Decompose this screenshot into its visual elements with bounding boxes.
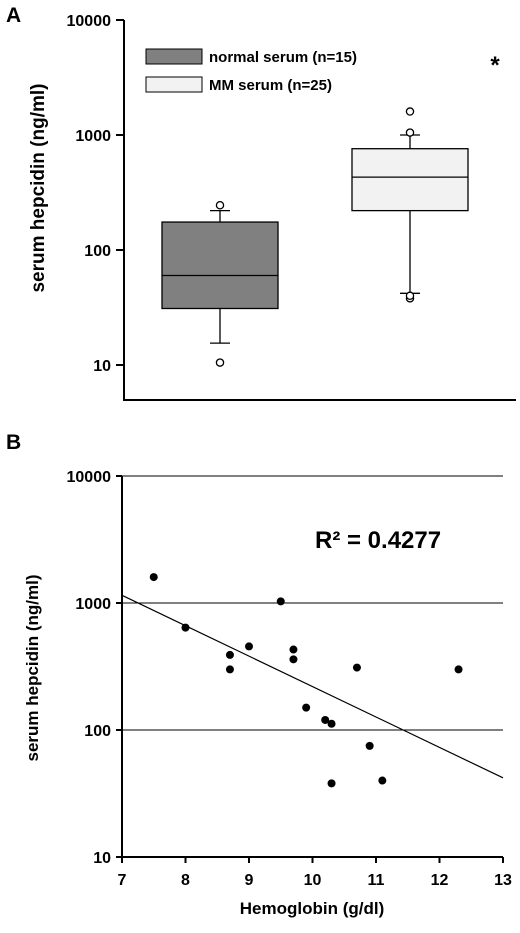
x-tick-label-b: 10	[304, 872, 322, 889]
outlier-point	[215, 358, 225, 367]
x-tick-label-b: 7	[118, 872, 127, 889]
outlier-point	[405, 291, 415, 301]
scatter-point	[149, 573, 158, 582]
x-ticks-b: 7 8 9 10 11 12 13	[118, 857, 512, 889]
scatter-point	[327, 719, 336, 728]
box-iqr	[161, 221, 279, 310]
scatter-point	[245, 642, 253, 651]
y-tick-label-a: 10000	[67, 13, 112, 30]
legend-label-normal: normal serum (n=15)	[209, 49, 357, 66]
scatter-point	[352, 663, 361, 672]
y-tick-label-b: 100	[84, 723, 111, 740]
y-tick-label-b: 10	[93, 850, 111, 867]
scatter-point	[289, 645, 298, 654]
scatter-point	[321, 715, 330, 724]
y-tick-label-b: 10000	[67, 469, 112, 486]
box-group-1	[351, 107, 469, 303]
panel-b: B serum hepcidin (ng/ml) 10100100010000 …	[6, 431, 512, 918]
scatter-point	[225, 650, 234, 659]
box-iqr	[351, 148, 469, 212]
regression-line	[121, 594, 504, 779]
y-tick-label-b: 1000	[75, 596, 111, 613]
y-tick-label-a: 100	[84, 243, 111, 260]
x-tick-label-b: 9	[245, 872, 254, 889]
x-axis-label-b: Hemoglobin (g/dl)	[240, 899, 384, 918]
points-b	[149, 573, 463, 788]
panel-label-b: B	[6, 431, 21, 454]
scatter-point	[365, 741, 374, 750]
scatter-point	[225, 665, 234, 674]
y-ticks-a: 10 100 1000 10000	[67, 13, 124, 375]
legend-swatch-normal	[145, 48, 203, 65]
legend-label-mm: MM serum (n=25)	[209, 77, 332, 94]
panel-label-a: A	[6, 4, 21, 27]
box-group-0	[161, 200, 279, 367]
legend-swatch-mm	[145, 76, 203, 93]
x-tick-label-b: 8	[181, 872, 190, 889]
gridlines-b	[122, 475, 503, 731]
outlier-point	[405, 107, 415, 116]
y-tick-label-a: 1000	[75, 128, 111, 145]
y-ticks-b: 10 100 1000 10000	[67, 469, 122, 867]
legend-a: normal serum (n=15) MM serum (n=25)	[145, 48, 357, 94]
outlier-point	[405, 128, 415, 137]
scatter-point	[454, 665, 463, 674]
outlier-point	[215, 200, 225, 210]
r-squared-annotation: R² = 0.4277	[315, 527, 441, 554]
boxes-a	[161, 107, 469, 367]
trendline-b	[121, 594, 504, 779]
scatter-point	[302, 703, 311, 712]
significance-marker: *	[490, 52, 500, 79]
x-tick-label-b: 12	[431, 872, 449, 889]
y-axis-label-a: serum hepcidin (ng/ml)	[28, 83, 49, 292]
scatter-point	[378, 776, 387, 785]
y-axis-label-b: serum hepcidin (ng/ml)	[23, 574, 42, 761]
scatter-point	[327, 779, 336, 788]
panel-a: A serum hepcidin (ng/ml) 10100100010000 …	[6, 4, 516, 401]
scatter-point	[276, 597, 285, 606]
x-tick-label-b: 11	[368, 872, 385, 889]
y-tick-label-a: 10	[93, 358, 111, 375]
x-tick-label-b: 13	[494, 872, 512, 889]
scatter-point	[181, 623, 190, 632]
scatter-point	[289, 655, 298, 664]
